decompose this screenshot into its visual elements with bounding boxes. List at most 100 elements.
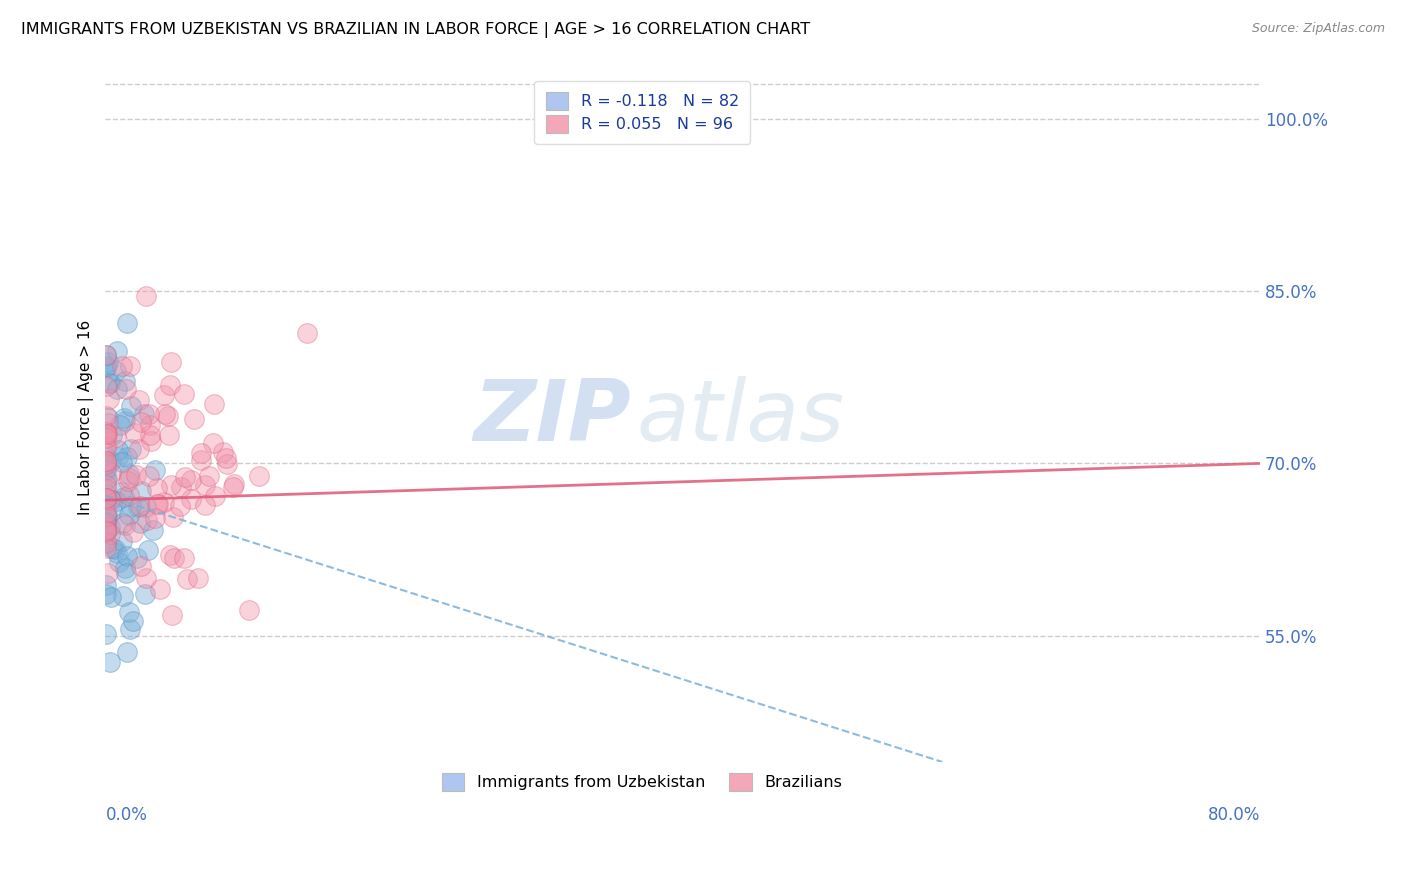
Point xyxy=(112,491,135,505)
Point xyxy=(94,449,117,463)
Point xyxy=(214,450,236,465)
Point xyxy=(94,515,117,529)
Point xyxy=(94,379,117,393)
Point xyxy=(110,485,132,500)
Point xyxy=(110,359,132,373)
Point xyxy=(107,555,129,569)
Point xyxy=(94,439,117,453)
Point xyxy=(96,472,118,486)
Point xyxy=(100,492,122,507)
Point xyxy=(135,571,157,585)
Point xyxy=(125,467,148,482)
Point xyxy=(173,550,195,565)
Point xyxy=(127,500,149,515)
Point xyxy=(105,364,128,378)
Point xyxy=(202,397,225,411)
Point xyxy=(160,355,183,369)
Point xyxy=(104,430,127,444)
Point xyxy=(117,645,139,659)
Point xyxy=(134,587,156,601)
Point xyxy=(139,427,162,442)
Point xyxy=(96,411,118,425)
Point xyxy=(94,348,117,362)
Text: 80.0%: 80.0% xyxy=(1208,805,1260,823)
Point xyxy=(105,343,128,358)
Point xyxy=(98,527,121,541)
Point xyxy=(94,486,117,500)
Point xyxy=(194,477,217,491)
Point xyxy=(111,533,134,548)
Point xyxy=(94,482,117,496)
Point xyxy=(125,550,148,565)
Point xyxy=(111,590,134,604)
Point xyxy=(94,512,117,526)
Point xyxy=(138,407,160,421)
Point xyxy=(94,492,117,507)
Point xyxy=(114,374,136,388)
Point xyxy=(94,426,117,441)
Point xyxy=(153,388,176,402)
Point xyxy=(129,499,152,513)
Point xyxy=(118,467,141,481)
Point xyxy=(114,560,136,574)
Point xyxy=(94,409,117,423)
Y-axis label: In Labor Force | Age > 16: In Labor Force | Age > 16 xyxy=(79,320,94,515)
Point xyxy=(107,450,129,464)
Point xyxy=(120,442,142,456)
Point xyxy=(94,454,117,468)
Point xyxy=(97,416,120,430)
Point xyxy=(146,481,169,495)
Point xyxy=(104,494,127,508)
Point xyxy=(204,489,226,503)
Point xyxy=(94,519,117,533)
Text: atlas: atlas xyxy=(637,376,845,459)
Point xyxy=(176,572,198,586)
Point xyxy=(96,508,118,523)
Point xyxy=(101,541,124,556)
Point xyxy=(94,431,117,445)
Point xyxy=(157,427,180,442)
Point xyxy=(122,615,145,629)
Point xyxy=(94,453,117,467)
Point xyxy=(135,500,157,515)
Point xyxy=(94,524,117,538)
Point xyxy=(124,425,146,440)
Point xyxy=(111,516,134,530)
Point xyxy=(180,491,202,506)
Point xyxy=(105,546,128,560)
Point xyxy=(194,498,217,512)
Point xyxy=(159,377,181,392)
Point xyxy=(118,622,141,636)
Point xyxy=(94,472,117,486)
Point xyxy=(143,462,166,476)
Point xyxy=(96,427,118,442)
Point xyxy=(148,497,170,511)
Point xyxy=(104,542,127,557)
Point xyxy=(136,543,159,558)
Point xyxy=(100,454,122,468)
Point xyxy=(98,376,121,390)
Point xyxy=(156,409,179,424)
Point xyxy=(97,376,120,391)
Point xyxy=(169,499,191,513)
Point xyxy=(94,478,117,492)
Point xyxy=(94,587,117,601)
Point xyxy=(117,605,139,619)
Point xyxy=(238,603,260,617)
Point xyxy=(122,524,145,539)
Point xyxy=(101,427,124,442)
Point xyxy=(152,495,174,509)
Point xyxy=(183,412,205,426)
Point xyxy=(94,461,117,475)
Point xyxy=(128,442,150,457)
Point xyxy=(94,508,117,523)
Point xyxy=(94,491,117,505)
Point xyxy=(94,523,117,537)
Point xyxy=(94,455,117,469)
Point xyxy=(94,463,117,477)
Point xyxy=(149,582,172,596)
Point xyxy=(94,516,117,530)
Point xyxy=(162,550,184,565)
Point xyxy=(173,386,195,401)
Point xyxy=(128,392,150,407)
